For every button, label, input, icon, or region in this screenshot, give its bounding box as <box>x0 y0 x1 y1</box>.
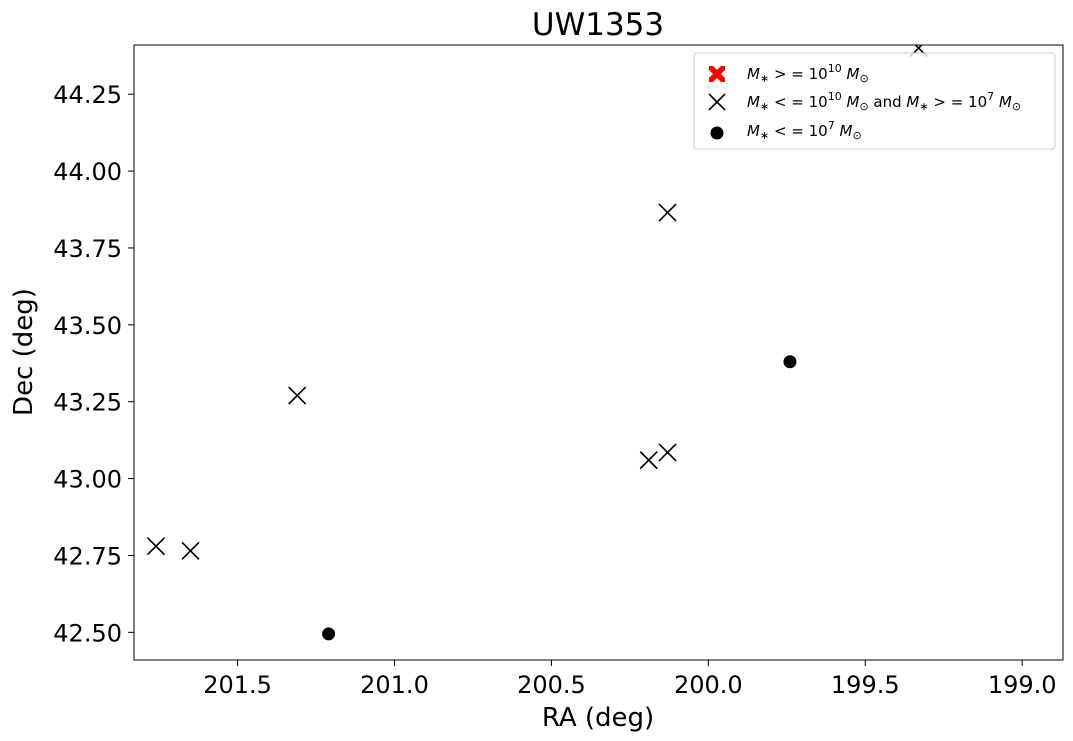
scatter-point-mid-mass <box>639 451 658 470</box>
scatter-point-low-mass <box>322 627 336 641</box>
y-tick-label: 43.25 <box>53 389 122 417</box>
legend-marker-mid-mass <box>708 93 726 111</box>
scatter-point-mid-mass <box>181 541 200 560</box>
legend-label-high-mass: M∗ > = 1010 M⊙ <box>747 62 869 85</box>
scatter-point-mid-mass <box>658 203 677 222</box>
x-tick-label: 200.5 <box>517 671 586 699</box>
scatter-point-mid-mass <box>146 537 166 556</box>
plot-frame <box>133 44 1064 661</box>
legend-frame <box>693 52 1056 150</box>
axes-ticks: 201.5 201.0 200.5 200.0 199.5 199.0 42.50 42.75… <box>53 81 1056 699</box>
legend: M∗ > = 1010 M⊙ M∗ < = 1010 M⊙ and M∗ > =… <box>693 52 1056 150</box>
legend-marker-high-mass <box>709 66 725 82</box>
legend-label-mid-mass: M∗ < = 1010 M⊙ and M∗ > = 107 M⊙ <box>747 90 1021 113</box>
legend-marker-low-mass <box>710 126 724 140</box>
chart-title: UW1353 <box>532 7 664 43</box>
scatter-point-mid-mass <box>288 386 307 405</box>
scatter-point-mid-mass <box>658 443 677 462</box>
y-tick-label: 42.50 <box>53 619 122 647</box>
x-tick-label: 199.0 <box>988 671 1057 699</box>
y-tick-label: 44.25 <box>53 81 122 109</box>
data-markers <box>146 45 928 641</box>
x-axis-label: RA (deg) <box>542 703 654 733</box>
x-tick-label: 199.5 <box>831 671 900 699</box>
scatter-point-low-mass <box>783 355 797 369</box>
legend-label-low-mass: M∗ < = 107 M⊙ <box>747 119 862 142</box>
y-tick-label: 42.75 <box>53 542 122 570</box>
x-tick-label: 200.0 <box>674 671 743 699</box>
y-tick-label: 43.75 <box>53 235 122 263</box>
y-tick-label: 44.00 <box>53 158 122 186</box>
x-tick-label: 201.5 <box>203 671 272 699</box>
y-axis-label: Dec (deg) <box>9 288 39 416</box>
y-tick-label: 43.00 <box>53 466 122 494</box>
y-tick-label: 43.50 <box>53 312 122 340</box>
x-tick-label: 201.0 <box>360 671 429 699</box>
